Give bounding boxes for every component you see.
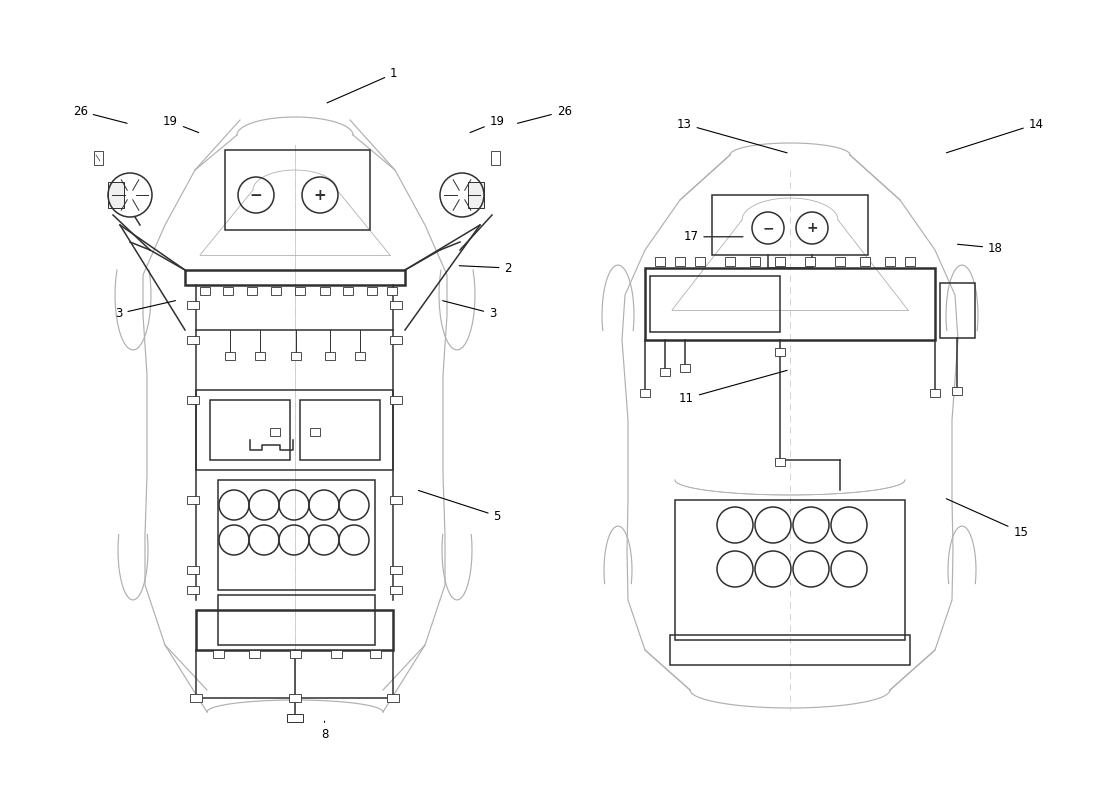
Text: 26: 26 [73,105,128,123]
Text: 13: 13 [676,118,788,153]
Bar [226,150,370,230]
Bar [776,348,785,356]
Bar [367,287,377,295]
Bar [695,257,705,266]
Bar [952,387,962,395]
Bar [343,287,353,295]
Bar [310,428,320,436]
Bar [930,389,940,397]
Bar [905,257,915,266]
Bar [185,270,405,285]
Bar [223,287,233,295]
Bar [645,268,935,340]
Bar [675,257,685,266]
Bar [255,352,265,360]
Text: +: + [806,221,817,235]
Bar [680,364,690,372]
Bar [387,287,397,295]
Bar [390,396,402,404]
Text: 5: 5 [418,490,500,522]
Bar [390,586,402,594]
Text: 15: 15 [946,498,1028,538]
Text: 8: 8 [321,721,328,741]
Bar [249,650,260,658]
Bar [289,694,301,702]
Text: −: − [250,187,263,202]
Bar [248,287,257,295]
Bar [210,400,290,460]
Bar [94,151,102,165]
Text: 14: 14 [946,118,1044,153]
Bar [287,714,303,722]
Bar [886,257,895,266]
Bar [654,257,666,266]
Bar [387,694,399,702]
Text: −: − [762,221,773,235]
Bar [776,257,785,266]
Bar [940,283,975,338]
Bar [187,566,199,574]
Bar [640,389,650,397]
Bar [190,694,202,702]
Bar [805,257,815,266]
Bar [295,287,305,295]
Text: 26: 26 [517,105,572,123]
Bar [390,566,402,574]
Bar [390,336,402,344]
Text: 1: 1 [327,67,397,103]
Text: 18: 18 [958,242,1003,254]
Bar [187,396,199,404]
Bar [324,352,336,360]
Bar [712,195,868,255]
Text: +: + [314,187,327,202]
Bar [725,257,735,266]
Bar [491,151,499,165]
Bar [835,257,845,266]
Bar [650,276,780,332]
Bar [196,390,393,470]
Text: 19: 19 [470,115,505,133]
Bar [860,257,870,266]
Bar [218,480,375,590]
Bar [670,635,910,665]
Bar [675,500,905,640]
Text: 3: 3 [442,301,496,320]
Bar [370,650,381,658]
Text: 17: 17 [683,230,743,243]
Bar [330,650,341,658]
Bar [270,428,280,436]
Text: 3: 3 [116,301,176,320]
Text: 11: 11 [679,370,788,405]
Text: 19: 19 [163,115,199,133]
Bar [187,586,199,594]
Bar [355,352,365,360]
Bar [218,595,375,645]
Bar [750,257,760,266]
Bar [196,610,393,650]
Text: 2: 2 [460,262,512,274]
Bar [289,650,300,658]
Bar [271,287,281,295]
Bar [226,352,235,360]
Bar [187,336,199,344]
Bar [320,287,330,295]
Bar [187,301,199,309]
Bar [390,301,402,309]
Bar [300,400,379,460]
Bar [292,352,301,360]
Bar [390,496,402,504]
Bar [660,368,670,376]
Bar [212,650,223,658]
Bar [187,496,199,504]
Bar [200,287,210,295]
Bar [468,182,484,208]
Bar [776,458,785,466]
Bar [108,182,124,208]
